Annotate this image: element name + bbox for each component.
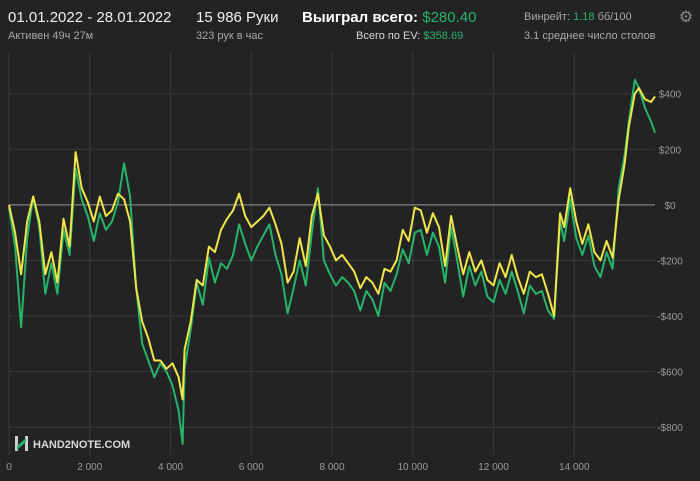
winrate-label: Винрейт:: [524, 11, 571, 23]
total-ev-value: $358.69: [423, 30, 464, 42]
x-tick-label: 0: [6, 462, 12, 473]
series-line-ev: [8, 87, 656, 401]
total-ev-label: Всего по EV:: [356, 30, 421, 42]
winrate-unit: бб/100: [597, 11, 632, 23]
y-tick-label: $400: [659, 90, 682, 101]
date-range: 01.01.2022 - 28.01.2022: [8, 9, 172, 26]
x-axis-ticks: 0 2 000 4 000 6 000 8 000 10 000 12 000 14 000: [6, 462, 590, 473]
chart-series: [8, 78, 656, 445]
y-tick-label: -$800: [657, 423, 683, 434]
y-tick-label: $0: [664, 201, 676, 212]
active-time: Активен 49ч 27м: [8, 30, 94, 42]
x-tick-label: 12 000: [478, 462, 509, 473]
x-tick-label: 10 000: [397, 462, 428, 473]
y-axis-ticks: $400 $200 $0 -$200 -$400 -$600 -$800: [657, 90, 683, 435]
y-tick-label: -$200: [657, 256, 683, 267]
total-won: Выиграл всего: $280.40: [302, 9, 476, 26]
gear-icon[interactable]: ⚙: [678, 9, 694, 26]
logo-mark-slash: [17, 438, 26, 450]
x-tick-label: 2 000: [77, 462, 102, 473]
y-tick-label: -$600: [657, 368, 683, 379]
x-tick-label: 8 000: [319, 462, 344, 473]
winrate: Винрейт: 1.18 бб/100: [524, 11, 632, 23]
hands-count: 15 986 Руки: [196, 9, 279, 26]
y-tick-label: $200: [659, 145, 682, 156]
average-tables: 3.1 среднее число столов: [524, 30, 656, 42]
x-tick-label: 14 000: [559, 462, 590, 473]
total-ev: Всего по EV: $358.69: [356, 30, 463, 42]
logo-text: HAND2NOTE.COM: [33, 439, 130, 451]
logo-mark-left: [15, 436, 18, 451]
logo-mark-right: [25, 436, 28, 451]
total-won-value: $280.40: [422, 9, 477, 26]
x-tick-label: 4 000: [158, 462, 183, 473]
winrate-value: 1.18: [573, 11, 595, 23]
hands-per-hour: 323 рук в час: [196, 30, 264, 42]
total-won-label: Выиграл всего:: [302, 9, 419, 26]
x-tick-label: 6 000: [239, 462, 264, 473]
y-tick-label: -$400: [657, 312, 683, 323]
hand2note-logo: HAND2NOTE.COM: [15, 436, 130, 451]
